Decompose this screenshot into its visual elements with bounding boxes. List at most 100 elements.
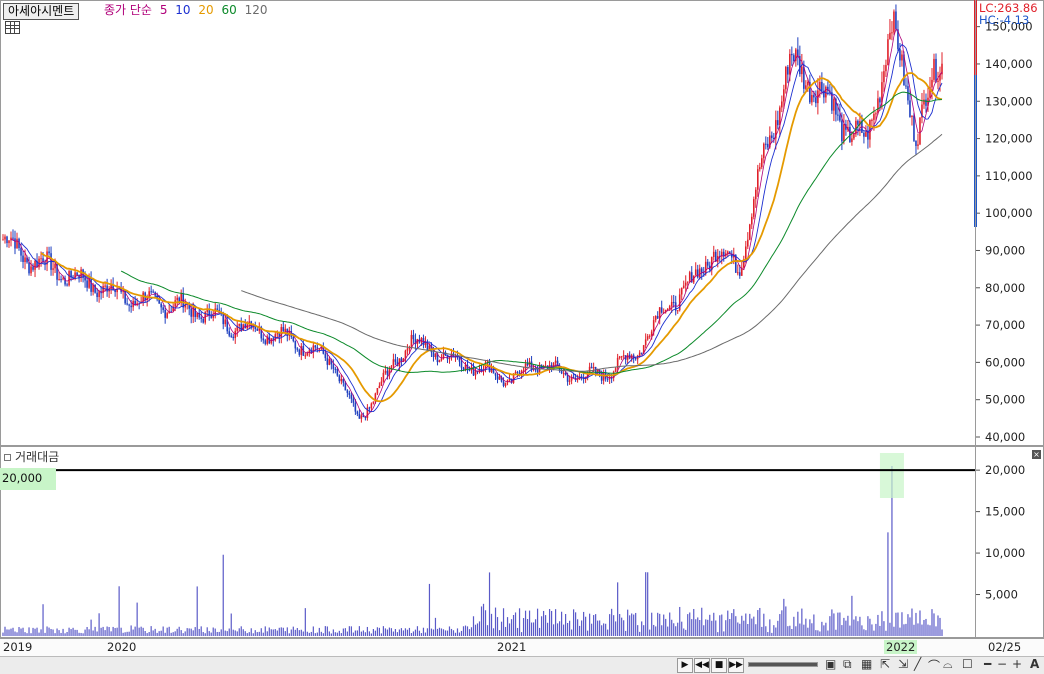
volume-bar	[663, 614, 665, 636]
candle-body	[610, 377, 613, 379]
zoom-in-icon[interactable]: ☐	[962, 657, 973, 671]
volume-bar	[939, 617, 941, 636]
volume-bar	[649, 629, 651, 636]
candle-body	[811, 95, 813, 103]
volume-bar	[891, 466, 893, 636]
zoom-slider[interactable]	[748, 662, 818, 667]
candle-body	[326, 358, 329, 365]
volume-bar	[172, 632, 174, 636]
zoom-out-icon[interactable]: −	[997, 657, 1008, 671]
volume-bar	[360, 631, 362, 636]
stock-name-tab[interactable]: 아세아시멘트	[3, 3, 80, 20]
rewind-button[interactable]: ◀◀	[694, 658, 710, 673]
candle-body	[416, 339, 419, 345]
candle-body	[534, 369, 537, 371]
stop-button[interactable]: ■	[711, 658, 727, 673]
window-icon[interactable]: ▣	[825, 657, 837, 671]
candle-body	[833, 98, 835, 111]
fast-forward-button[interactable]: ▶▶	[728, 658, 744, 673]
volume-bar	[651, 612, 653, 636]
candle-body	[134, 300, 136, 306]
candle-body	[126, 303, 128, 305]
volume-bar	[50, 629, 52, 636]
volume-bar	[633, 614, 635, 636]
candle-body	[917, 144, 919, 146]
candle-body	[226, 319, 229, 332]
candle-body	[654, 316, 657, 321]
candle-body	[294, 340, 297, 349]
volume-bar	[186, 628, 188, 636]
volume-bar	[619, 614, 621, 636]
volume-bar	[699, 620, 701, 636]
candle-body	[895, 11, 897, 30]
candle-body	[556, 360, 559, 366]
volume-bar	[482, 603, 485, 636]
volume-bar	[661, 625, 663, 636]
volume-bar	[16, 632, 18, 636]
candle-body	[700, 268, 703, 273]
candle-body	[664, 309, 667, 313]
candle-body	[86, 280, 88, 288]
volume-bar	[394, 629, 397, 636]
layout-icon[interactable]: ▦	[861, 657, 873, 671]
volume-bar	[152, 630, 154, 636]
candle-body	[44, 262, 46, 265]
candle-body	[712, 251, 715, 258]
volume-bar	[603, 623, 605, 636]
volume-bar	[591, 623, 593, 636]
volume-bar	[803, 624, 805, 636]
price-tick-label: 140,000	[985, 57, 1033, 71]
volume-bar	[889, 622, 891, 636]
close-pane-icon[interactable]: ×	[1032, 450, 1041, 459]
candle-body	[634, 357, 637, 360]
volume-bar	[214, 628, 216, 636]
volume-bar	[370, 633, 372, 636]
candle-body	[66, 284, 68, 286]
candle-body	[420, 337, 423, 343]
volume-bar	[232, 629, 234, 636]
crosshair-icon[interactable]: ⇲	[898, 657, 909, 671]
volume-bar	[831, 609, 833, 636]
volume-bar	[252, 633, 254, 636]
candle-body	[815, 97, 817, 104]
minus-icon[interactable]: ━	[984, 657, 992, 671]
draw-icon[interactable]: ⌒	[928, 659, 941, 673]
candle-body	[732, 254, 735, 258]
volume-bar	[829, 616, 831, 636]
volume-bar	[536, 608, 539, 636]
trend-icon[interactable]: ╱	[914, 657, 922, 671]
candle-body	[562, 372, 565, 374]
volume-bar	[398, 629, 401, 636]
candle-body	[152, 291, 154, 293]
volume-bar	[38, 632, 40, 636]
table-grid-icon[interactable]	[5, 21, 20, 34]
candle-body	[757, 169, 759, 190]
indicator-settings-icon[interactable]	[4, 454, 11, 461]
volume-bar	[120, 627, 122, 636]
volume-bar	[90, 619, 92, 636]
plus-icon[interactable]: +	[1012, 657, 1023, 671]
candle-body	[827, 86, 829, 91]
candle-body	[837, 114, 839, 116]
candle-body	[230, 335, 233, 337]
volume-bar	[659, 613, 661, 636]
price-tick-label: 50,000	[985, 393, 1025, 407]
cursor-icon[interactable]: ⇱	[880, 657, 891, 671]
candle-body	[738, 272, 741, 276]
volume-bar	[390, 628, 393, 636]
text-size-icon[interactable]: A	[1030, 657, 1040, 671]
volume-bar	[755, 624, 757, 636]
overlap-icon[interactable]: ⧉	[843, 657, 852, 671]
play-button[interactable]: ▶	[677, 658, 693, 673]
volume-bars	[2, 466, 943, 636]
price-tick-label: 120,000	[985, 132, 1033, 146]
x-tick-2019: 2019	[3, 640, 33, 654]
volume-bar	[849, 625, 851, 636]
volume-bar	[208, 631, 210, 636]
volume-bar	[406, 629, 409, 636]
candle-body	[909, 100, 911, 117]
volume-bar	[148, 632, 150, 636]
fib-icon[interactable]: ⌓	[943, 657, 953, 671]
volume-bar	[174, 631, 176, 636]
volume-bar	[859, 616, 861, 636]
